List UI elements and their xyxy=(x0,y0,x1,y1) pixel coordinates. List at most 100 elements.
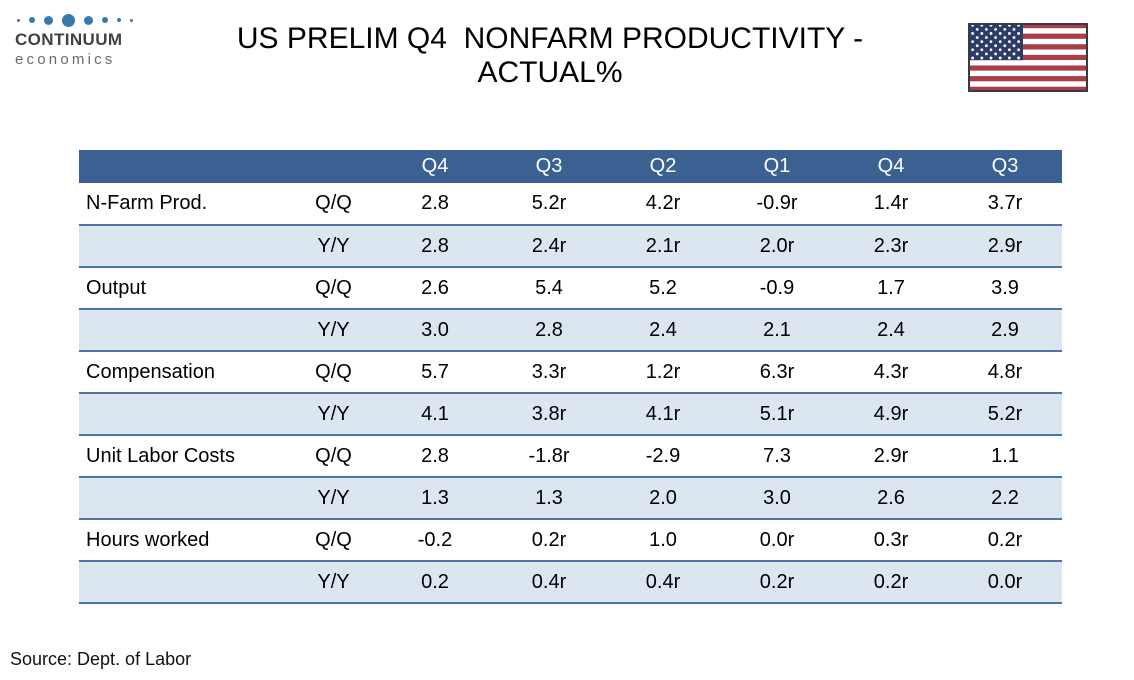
value-cell: 2.0r xyxy=(720,224,834,268)
period-cell: Y/Y xyxy=(289,224,378,268)
row-label-cell: Output xyxy=(79,267,289,309)
value-cell: 4.9r xyxy=(834,392,948,436)
value-cell: 0.2r xyxy=(834,560,948,604)
header-cell: Q4 xyxy=(378,150,492,183)
value-cell: 1.3 xyxy=(492,476,606,520)
row-label-cell: Compensation xyxy=(79,351,289,393)
logo-continuum-economics: CONTINUUM economics xyxy=(15,13,145,68)
logo-name: CONTINUUM xyxy=(15,30,123,49)
value-cell: 2.6 xyxy=(834,476,948,520)
value-cell: 0.2r xyxy=(492,519,606,561)
period-cell: Q/Q xyxy=(289,519,378,561)
value-cell: 7.3 xyxy=(720,435,834,477)
table-row: Y/Y 3.0 2.8 2.4 2.1 2.4 2.9 xyxy=(79,308,1062,352)
period-cell: Y/Y xyxy=(289,308,378,352)
row-label-cell: N-Farm Prod. xyxy=(79,183,289,225)
dot xyxy=(117,18,121,22)
value-cell: -0.9r xyxy=(720,183,834,225)
value-cell: 0.0r xyxy=(948,560,1062,604)
row-label-cell xyxy=(79,224,289,268)
value-cell: 2.4r xyxy=(492,224,606,268)
period-cell: Q/Q xyxy=(289,351,378,393)
table-row: Hours worked Q/Q -0.2 0.2r 1.0 0.0r 0.3r… xyxy=(79,519,1062,561)
table-row: Compensation Q/Q 5.7 3.3r 1.2r 6.3r 4.3r… xyxy=(79,351,1062,393)
value-cell: 1.1 xyxy=(948,435,1062,477)
page-title: US PRELIM Q4 NONFARM PRODUCTIVITY - ACTU… xyxy=(236,22,864,89)
value-cell: 2.8 xyxy=(378,224,492,268)
table-row: Unit Labor Costs Q/Q 2.8 -1.8r -2.9 7.3 … xyxy=(79,435,1062,477)
value-cell: 3.0 xyxy=(720,476,834,520)
value-cell: 3.8r xyxy=(492,392,606,436)
row-label-cell xyxy=(79,308,289,352)
value-cell: 2.1r xyxy=(606,224,720,268)
dot xyxy=(84,15,93,25)
table-row: Y/Y 4.1 3.8r 4.1r 5.1r 4.9r 5.2r xyxy=(79,392,1062,436)
value-cell: -1.8r xyxy=(492,435,606,477)
table-row: Y/Y 2.8 2.4r 2.1r 2.0r 2.3r 2.9r xyxy=(79,224,1062,268)
period-cell: Q/Q xyxy=(289,267,378,309)
dot xyxy=(44,15,53,25)
dot xyxy=(102,17,108,23)
value-cell: 2.2 xyxy=(948,476,1062,520)
value-cell: 2.9r xyxy=(948,224,1062,268)
row-label-cell xyxy=(79,476,289,520)
value-cell: 5.2r xyxy=(492,183,606,225)
period-cell: Y/Y xyxy=(289,560,378,604)
value-cell: 0.2 xyxy=(378,560,492,604)
value-cell: -0.2 xyxy=(378,519,492,561)
row-label-cell xyxy=(79,560,289,604)
dot xyxy=(29,17,35,23)
us-flag-icon xyxy=(968,23,1088,92)
value-cell: 1.3 xyxy=(378,476,492,520)
dot xyxy=(62,13,75,27)
header-cell xyxy=(289,150,378,183)
value-cell: 2.0 xyxy=(606,476,720,520)
value-cell: 1.4r xyxy=(834,183,948,225)
value-cell: 2.3r xyxy=(834,224,948,268)
table-row: Output Q/Q 2.6 5.4 5.2 -0.9 1.7 3.9 xyxy=(79,267,1062,309)
period-cell: Q/Q xyxy=(289,183,378,225)
value-cell: 4.3r xyxy=(834,351,948,393)
value-cell: 4.1 xyxy=(378,392,492,436)
value-cell: -2.9 xyxy=(606,435,720,477)
value-cell: 1.2r xyxy=(606,351,720,393)
header-cell: Q4 xyxy=(834,150,948,183)
value-cell: 5.4 xyxy=(492,267,606,309)
value-cell: 0.3r xyxy=(834,519,948,561)
productivity-table: Q4 Q3 Q2 Q1 Q4 Q3 N-Farm Prod. Q/Q 2.8 5… xyxy=(79,150,1062,604)
source-note: Source: Dept. of Labor xyxy=(10,649,192,669)
period-cell: Y/Y xyxy=(289,476,378,520)
value-cell: 0.2r xyxy=(948,519,1062,561)
value-cell: 5.2r xyxy=(948,392,1062,436)
value-cell: 3.3r xyxy=(492,351,606,393)
header-cell: Q1 xyxy=(720,150,834,183)
value-cell: 4.8r xyxy=(948,351,1062,393)
value-cell: 0.4r xyxy=(606,560,720,604)
value-cell: 3.9 xyxy=(948,267,1062,309)
value-cell: 1.7 xyxy=(834,267,948,309)
value-cell: 4.1r xyxy=(606,392,720,436)
value-cell: 2.8 xyxy=(378,435,492,477)
value-cell: 4.2r xyxy=(606,183,720,225)
row-label-cell: Hours worked xyxy=(79,519,289,561)
header-cell: Q2 xyxy=(606,150,720,183)
value-cell: 6.3r xyxy=(720,351,834,393)
table-row: N-Farm Prod. Q/Q 2.8 5.2r 4.2r -0.9r 1.4… xyxy=(79,183,1062,225)
value-cell: 2.4 xyxy=(834,308,948,352)
row-label-cell xyxy=(79,392,289,436)
value-cell: 5.7 xyxy=(378,351,492,393)
table-row: Y/Y 1.3 1.3 2.0 3.0 2.6 2.2 xyxy=(79,476,1062,520)
value-cell: 2.4 xyxy=(606,308,720,352)
logo-dots-icon xyxy=(17,13,133,27)
table-row: Y/Y 0.2 0.4r 0.4r 0.2r 0.2r 0.0r xyxy=(79,560,1062,604)
row-label-cell: Unit Labor Costs xyxy=(79,435,289,477)
value-cell: -0.9 xyxy=(720,267,834,309)
value-cell: 0.4r xyxy=(492,560,606,604)
dot xyxy=(130,18,133,22)
value-cell: 2.6 xyxy=(378,267,492,309)
value-cell: 2.9r xyxy=(834,435,948,477)
table-header-row: Q4 Q3 Q2 Q1 Q4 Q3 xyxy=(79,150,1062,183)
value-cell: 2.8 xyxy=(492,308,606,352)
header-cell: Q3 xyxy=(492,150,606,183)
